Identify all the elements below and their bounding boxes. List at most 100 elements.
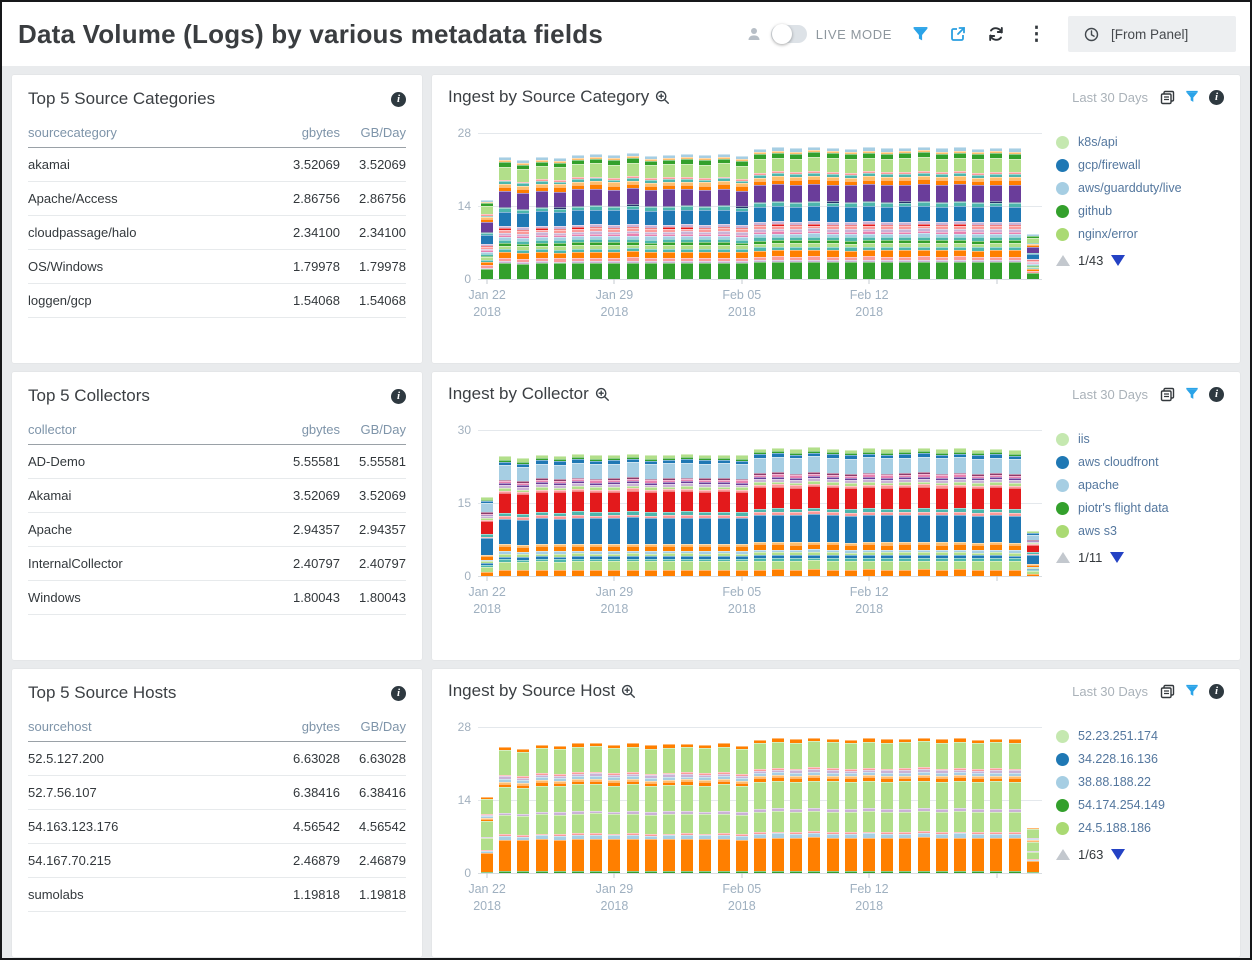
stacked-bar[interactable] — [790, 148, 803, 279]
stacked-bar[interactable] — [844, 739, 857, 873]
stacked-bar[interactable] — [790, 449, 803, 576]
stacked-bar[interactable] — [662, 744, 675, 873]
stacked-bar[interactable] — [753, 448, 766, 576]
stacked-bar[interactable] — [972, 148, 985, 279]
stacked-bar[interactable] — [699, 744, 712, 873]
legend-page-up-icon[interactable] — [1056, 255, 1070, 266]
stacked-bar[interactable] — [553, 157, 566, 279]
stacked-bar[interactable] — [517, 458, 530, 576]
stacked-bar[interactable] — [553, 455, 566, 576]
stacked-bar[interactable] — [881, 148, 894, 279]
stacked-bar[interactable] — [772, 447, 785, 576]
stacked-bar[interactable] — [717, 743, 730, 873]
stacked-bar[interactable] — [972, 449, 985, 576]
refresh-icon[interactable] — [987, 25, 1005, 43]
legend-item[interactable]: k8s/api — [1056, 135, 1224, 149]
stacked-bar[interactable] — [699, 455, 712, 576]
stacked-bar[interactable] — [1008, 148, 1021, 279]
info-icon[interactable]: i — [391, 91, 406, 107]
stacked-bar[interactable] — [808, 447, 821, 576]
legend-item[interactable]: gcp/firewall — [1056, 158, 1224, 172]
stacked-bar[interactable] — [953, 738, 966, 873]
stacked-bar[interactable] — [790, 739, 803, 873]
stacked-bar[interactable] — [735, 455, 748, 576]
stacked-bar[interactable] — [626, 453, 639, 576]
time-range-selector[interactable]: [From Panel] — [1068, 16, 1236, 52]
stacked-bar[interactable] — [553, 745, 566, 873]
stacked-bar[interactable] — [481, 199, 494, 279]
stacked-bar[interactable] — [681, 154, 694, 279]
panel-filter-icon[interactable] — [1185, 90, 1199, 104]
legend-item[interactable]: aws s3 — [1056, 524, 1224, 538]
panel-details-icon[interactable] — [1160, 90, 1175, 105]
stacked-bar[interactable] — [644, 455, 657, 576]
legend-item[interactable]: 24.5.188.186 — [1056, 821, 1224, 835]
column-header-sourcecategory[interactable]: sourcecategory — [28, 117, 266, 148]
panel-filter-icon[interactable] — [1185, 684, 1199, 698]
panel-filter-icon[interactable] — [1185, 387, 1199, 401]
stacked-bar[interactable] — [772, 738, 785, 873]
stacked-bar[interactable] — [681, 743, 694, 873]
stacked-bar[interactable] — [735, 745, 748, 873]
zoom-in-icon[interactable] — [595, 387, 610, 402]
legend-item[interactable]: 38.88.188.22 — [1056, 775, 1224, 789]
stacked-bar[interactable] — [917, 737, 930, 873]
stacked-bar[interactable] — [572, 743, 585, 873]
column-header-gbytes[interactable]: gbytes — [266, 117, 340, 148]
legend-item[interactable]: github — [1056, 204, 1224, 218]
stacked-bar[interactable] — [863, 147, 876, 279]
stacked-bar[interactable] — [499, 746, 512, 873]
stacked-bar[interactable] — [572, 454, 585, 576]
stacked-bar[interactable] — [608, 744, 621, 873]
stacked-bar[interactable] — [517, 159, 530, 279]
stacked-bar[interactable] — [535, 455, 548, 576]
stacked-bar[interactable] — [735, 156, 748, 279]
stacked-bar[interactable] — [990, 147, 1003, 279]
column-header-gb-day[interactable]: GB/Day — [340, 711, 406, 742]
panel-details-icon[interactable] — [1160, 684, 1175, 699]
filter-icon[interactable] — [912, 26, 929, 43]
live-mode-toggle[interactable] — [770, 24, 807, 44]
stacked-bar[interactable] — [590, 153, 603, 279]
legend-item[interactable]: 54.174.254.149 — [1056, 798, 1224, 812]
stacked-bar[interactable] — [899, 448, 912, 576]
stacked-bar[interactable] — [935, 739, 948, 873]
share-icon[interactable] — [949, 25, 967, 43]
stacked-bar[interactable] — [935, 148, 948, 279]
stacked-bar[interactable] — [717, 153, 730, 279]
stacked-bar[interactable] — [481, 497, 494, 576]
column-header-sourcehost[interactable]: sourcehost — [28, 711, 266, 742]
stacked-bar[interactable] — [753, 739, 766, 873]
column-header-gbytes[interactable]: gbytes — [266, 414, 340, 445]
info-icon[interactable]: i — [391, 685, 406, 701]
stacked-bar[interactable] — [808, 737, 821, 873]
legend-item[interactable]: apache — [1056, 478, 1224, 492]
legend-page-down-icon[interactable] — [1110, 552, 1125, 563]
stacked-bar[interactable] — [481, 796, 494, 873]
stacked-bar[interactable] — [717, 454, 730, 576]
stacked-bar[interactable] — [899, 738, 912, 873]
zoom-in-icon[interactable] — [655, 90, 670, 105]
stacked-bar[interactable] — [1026, 827, 1039, 873]
stacked-bar[interactable] — [844, 148, 857, 279]
stacked-bar[interactable] — [917, 146, 930, 279]
panel-info-icon[interactable]: i — [1209, 89, 1224, 105]
stacked-bar[interactable] — [590, 742, 603, 873]
stacked-bar[interactable] — [1008, 739, 1021, 873]
stacked-bar[interactable] — [972, 739, 985, 873]
stacked-bar[interactable] — [626, 152, 639, 279]
stacked-bar[interactable] — [535, 156, 548, 279]
kebab-menu-icon[interactable]: ⋮ — [1027, 23, 1046, 45]
legend-item[interactable]: aws/guardduty/live — [1056, 181, 1224, 195]
stacked-bar[interactable] — [899, 147, 912, 279]
legend-page-down-icon[interactable] — [1111, 255, 1126, 266]
stacked-bar[interactable] — [644, 745, 657, 873]
column-header-gb-day[interactable]: GB/Day — [340, 414, 406, 445]
legend-item[interactable]: 34.228.16.136 — [1056, 752, 1224, 766]
panel-info-icon[interactable]: i — [1209, 683, 1224, 699]
stacked-bar[interactable] — [626, 743, 639, 873]
legend-item[interactable]: 52.23.251.174 — [1056, 729, 1224, 743]
stacked-bar[interactable] — [917, 447, 930, 576]
stacked-bar[interactable] — [953, 448, 966, 576]
legend-item[interactable]: aws cloudfront — [1056, 455, 1224, 469]
